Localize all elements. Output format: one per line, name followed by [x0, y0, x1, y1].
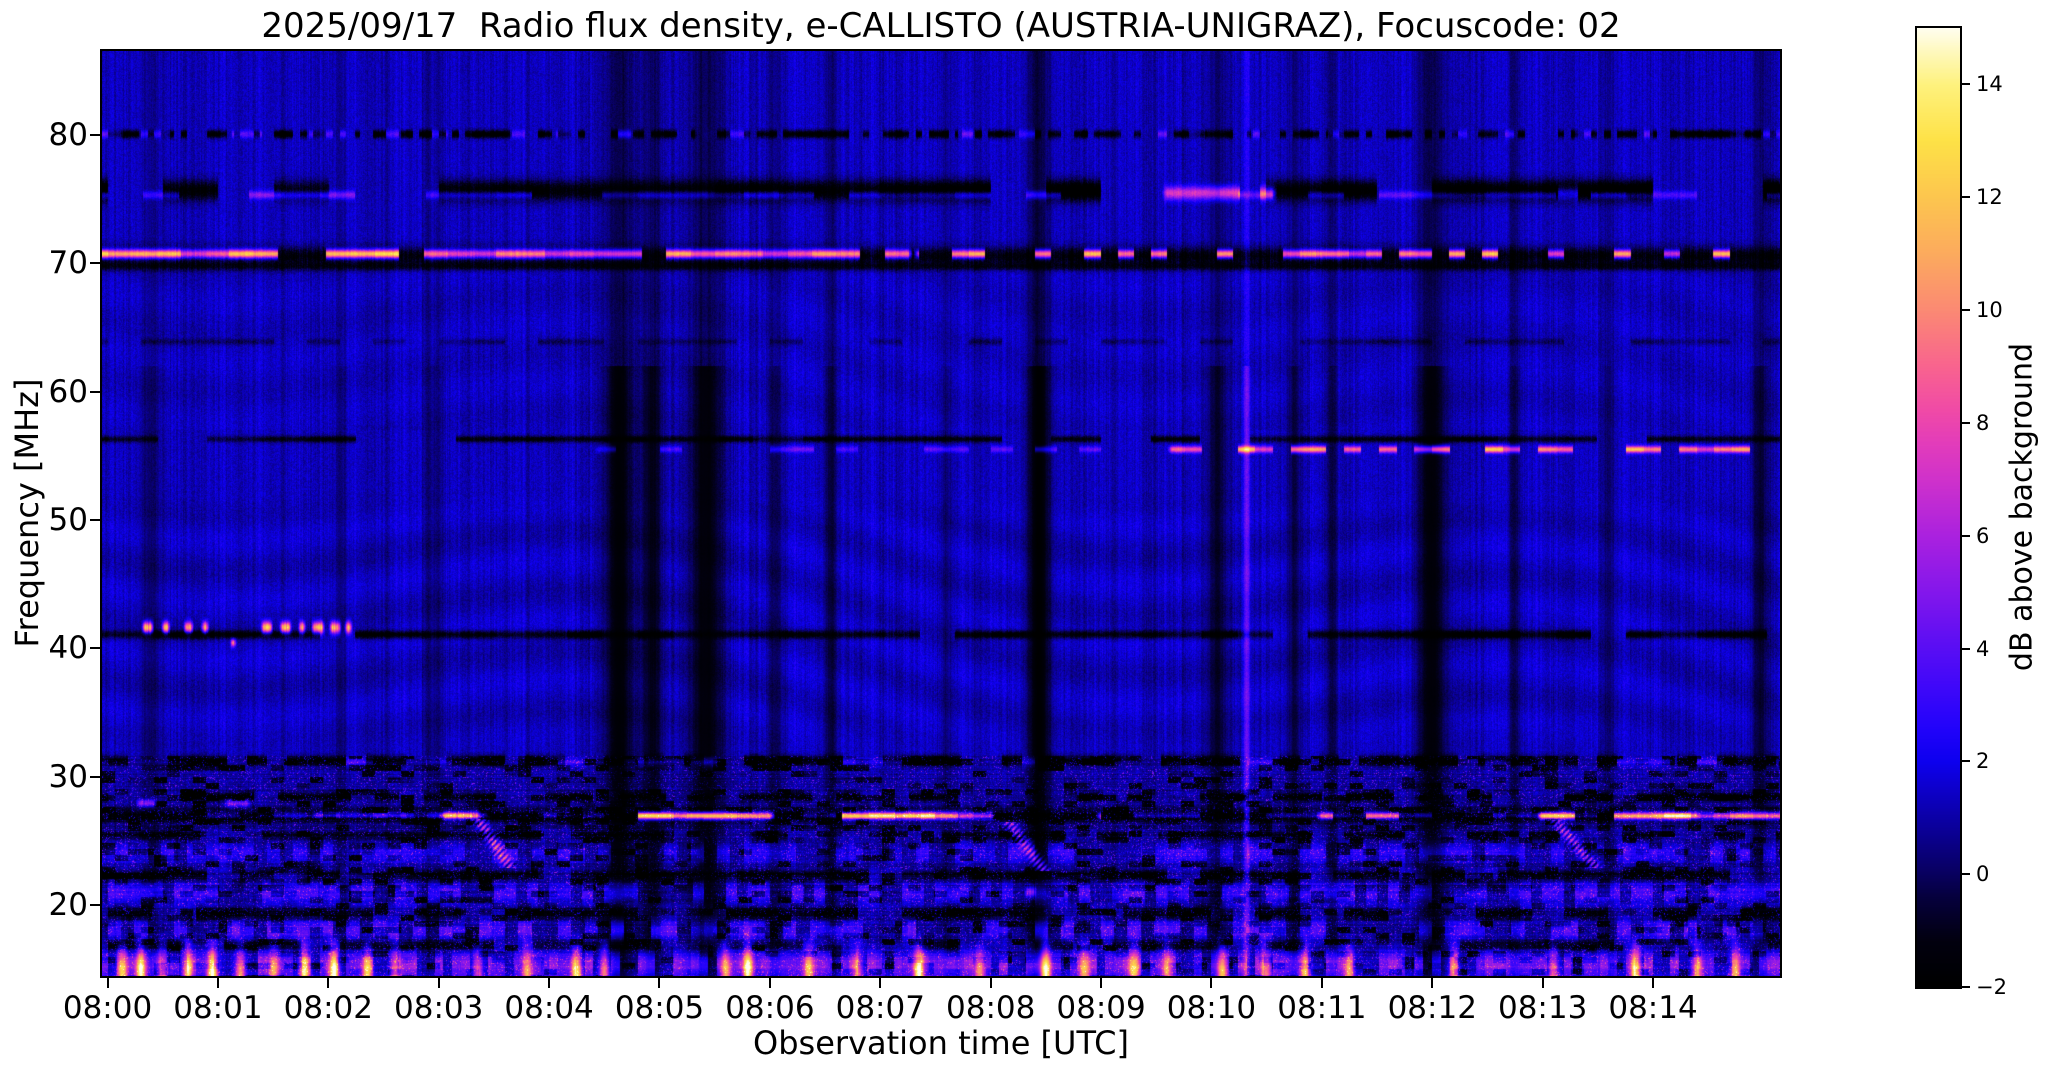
- x-tick-mark: [658, 978, 661, 988]
- y-axis-label: Frequency [MHz]: [8, 378, 46, 648]
- plot-area: [100, 49, 1782, 978]
- colorbar: [1915, 26, 1962, 989]
- y-tick-label: 70: [48, 245, 88, 282]
- x-tick-label: 08:13: [1497, 990, 1588, 1026]
- y-tick-mark: [90, 775, 100, 778]
- colorbar-tick-mark: [1962, 196, 1970, 199]
- x-tick-mark: [106, 978, 109, 988]
- x-tick-label: 08:05: [614, 990, 705, 1026]
- x-tick-label: 08:12: [1387, 990, 1477, 1026]
- spectrogram-canvas: [102, 51, 1780, 976]
- x-tick-mark: [327, 978, 330, 988]
- colorbar-tick-label: 0: [1976, 862, 1990, 887]
- y-tick-label: 30: [48, 758, 88, 795]
- x-tick-mark: [548, 978, 551, 988]
- colorbar-tick-label: 10: [1976, 298, 2003, 323]
- y-tick-mark: [90, 134, 100, 137]
- colorbar-tick-label: 2: [1976, 749, 1990, 774]
- x-tick-mark: [1541, 978, 1544, 988]
- x-tick-mark: [768, 978, 771, 988]
- y-tick-mark: [90, 262, 100, 265]
- x-tick-label: 08:10: [1166, 990, 1257, 1026]
- x-tick-mark: [989, 978, 992, 988]
- x-tick-mark: [1210, 978, 1213, 988]
- x-tick-label: 08:11: [1277, 990, 1367, 1026]
- colorbar-tick-label: 4: [1976, 636, 1990, 661]
- y-tick-label: 40: [48, 630, 88, 667]
- y-tick-mark: [90, 518, 100, 521]
- colorbar-tick-label: 14: [1976, 72, 2003, 97]
- colorbar-tick-label: 6: [1976, 523, 1990, 548]
- colorbar-canvas: [1917, 28, 1960, 987]
- x-tick-mark: [879, 978, 882, 988]
- x-tick-mark: [216, 978, 219, 988]
- colorbar-tick-mark: [1962, 986, 1970, 988]
- colorbar-tick-label: 12: [1976, 185, 2003, 210]
- x-tick-label: 08:04: [504, 990, 594, 1026]
- colorbar-label: dB above background: [2004, 342, 2040, 672]
- colorbar-tick-label: 8: [1976, 410, 1990, 435]
- chart-title: 2025/09/17 Radio flux density, e-CALLIST…: [261, 6, 1621, 46]
- colorbar-tick-mark: [1962, 760, 1970, 763]
- y-tick-mark: [90, 903, 100, 906]
- colorbar-tick-mark: [1962, 421, 1970, 424]
- x-axis-label: Observation time [UTC]: [753, 1024, 1129, 1062]
- x-tick-label: 08:09: [1056, 990, 1146, 1026]
- y-tick-mark: [90, 647, 100, 650]
- colorbar-tick-mark: [1962, 309, 1970, 312]
- y-tick-label: 60: [48, 373, 88, 410]
- y-tick-label: 50: [48, 501, 88, 538]
- x-tick-mark: [1100, 978, 1103, 988]
- x-tick-label: 08:14: [1608, 990, 1698, 1026]
- x-tick-label: 08:06: [725, 990, 815, 1026]
- colorbar-tick-mark: [1962, 534, 1970, 537]
- x-tick-label: 08:01: [173, 990, 263, 1026]
- y-tick-label: 20: [48, 886, 88, 923]
- x-tick-mark: [1320, 978, 1323, 988]
- colorbar-tick-label: −2: [1976, 975, 2007, 999]
- x-tick-label: 08:08: [946, 990, 1036, 1026]
- x-tick-mark: [1652, 978, 1655, 988]
- colorbar-tick-mark: [1962, 83, 1970, 86]
- x-tick-mark: [1431, 978, 1434, 988]
- y-tick-label: 80: [48, 117, 88, 154]
- x-tick-mark: [437, 978, 440, 988]
- x-tick-label: 08:07: [835, 990, 925, 1026]
- colorbar-tick-mark: [1962, 647, 1970, 650]
- x-tick-label: 08:02: [283, 990, 373, 1026]
- x-tick-label: 08:00: [62, 990, 153, 1026]
- x-tick-label: 08:03: [394, 990, 484, 1026]
- y-tick-mark: [90, 390, 100, 393]
- colorbar-tick-mark: [1962, 873, 1970, 876]
